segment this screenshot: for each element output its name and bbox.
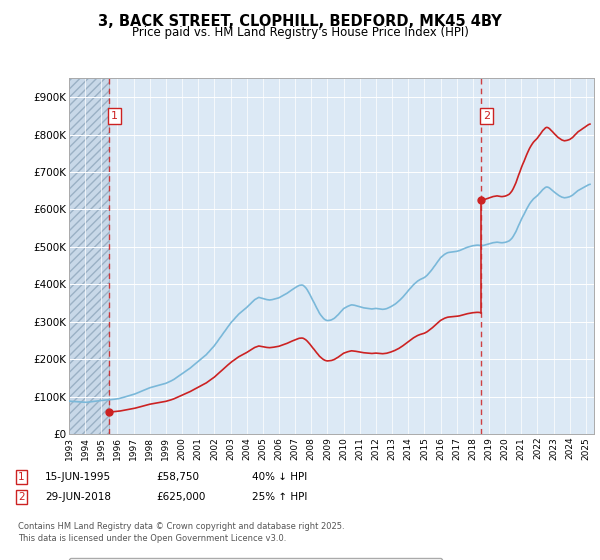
Bar [69,78,109,434]
Text: 15-JUN-1995: 15-JUN-1995 [45,472,111,482]
Text: 40% ↓ HPI: 40% ↓ HPI [252,472,307,482]
Bar [69,78,109,434]
Text: 2: 2 [483,111,490,121]
Text: £625,000: £625,000 [156,492,205,502]
Text: Contains HM Land Registry data © Crown copyright and database right 2025.
This d: Contains HM Land Registry data © Crown c… [18,522,344,543]
Text: 29-JUN-2018: 29-JUN-2018 [45,492,111,502]
Text: 1: 1 [18,472,25,482]
Text: 1: 1 [111,111,118,121]
Text: £58,750: £58,750 [156,472,199,482]
Text: 25% ↑ HPI: 25% ↑ HPI [252,492,307,502]
Text: 3, BACK STREET, CLOPHILL, BEDFORD, MK45 4BY: 3, BACK STREET, CLOPHILL, BEDFORD, MK45 … [98,14,502,29]
Text: Price paid vs. HM Land Registry's House Price Index (HPI): Price paid vs. HM Land Registry's House … [131,26,469,39]
Legend: 3, BACK STREET, CLOPHILL, BEDFORD, MK45 4BY (detached house), HPI: Average price: 3, BACK STREET, CLOPHILL, BEDFORD, MK45 … [69,558,442,560]
Text: 2: 2 [18,492,25,502]
